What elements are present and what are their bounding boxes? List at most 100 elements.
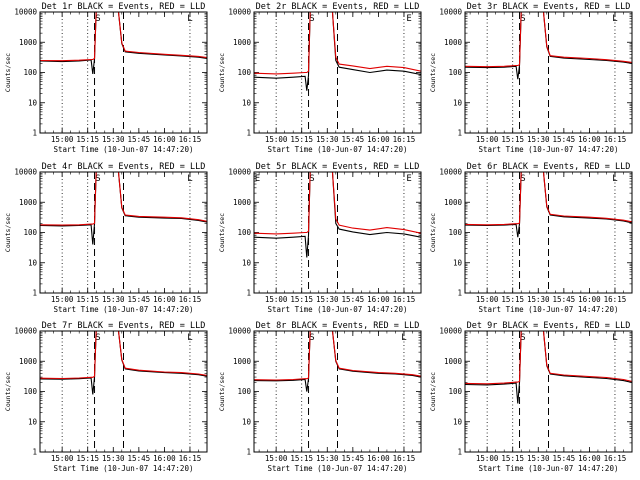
chart-panel-7: Det 7r BLACK = Events, RED = LLD Counts/s… (4, 321, 208, 473)
y-tick-label: 100 (448, 387, 462, 396)
series-line-events (465, 12, 632, 80)
series-line-lld (465, 12, 632, 68)
x-tick-label: 15:00 (476, 295, 499, 304)
y-axis-label: Counts/sec (218, 213, 226, 252)
y-axis-label: Counts/sec (218, 53, 226, 92)
y-tick-label: 10000 (14, 8, 37, 17)
x-tick-label: 16:15 (393, 295, 416, 304)
event-marker: S (309, 174, 314, 184)
x-tick-label: 16:15 (393, 454, 416, 463)
event-marker: S (95, 14, 100, 24)
plot-frame (464, 330, 633, 453)
y-tick-label: 1000 (19, 357, 38, 366)
event-marker: L (612, 333, 617, 343)
x-tick-label: 15:45 (342, 135, 365, 144)
plot-frame (39, 11, 208, 134)
event-marker: E (406, 14, 411, 24)
series-line-lld (40, 331, 207, 380)
y-tick-label: 100 (448, 228, 462, 237)
series-line-events (465, 172, 632, 238)
y-tick-label: 1000 (444, 198, 463, 207)
series-line-lld (40, 172, 207, 226)
x-tick-label: 15:00 (51, 135, 74, 144)
y-tick-label: 10000 (228, 327, 251, 336)
x-tick-label: 15:45 (553, 295, 576, 304)
y-tick-label: 10000 (14, 168, 37, 177)
x-tick-label: 16:15 (393, 135, 416, 144)
x-tick-label: 16:15 (179, 135, 202, 144)
y-tick-label: 1 (246, 129, 251, 138)
x-tick-label: 15:45 (128, 454, 151, 463)
x-tick-label: 15:45 (128, 295, 151, 304)
event-marker: L (612, 174, 617, 184)
x-tick-label: 15:15 (501, 454, 524, 463)
y-tick-label: 10 (242, 258, 252, 267)
y-axis-label: Counts/sec (4, 53, 12, 92)
x-axis-label: Start Time (10-Jun-07 14:47:20) (268, 145, 408, 154)
chart-title: Det 8r BLACK = Events, RED = LLD (256, 321, 420, 331)
x-tick-label: 15:00 (51, 454, 74, 463)
x-axis-label: Start Time (10-Jun-07 14:47:20) (54, 305, 194, 314)
series-line-events (465, 331, 632, 404)
y-tick-label: 10000 (228, 8, 251, 17)
x-tick-label: 15:30 (102, 295, 125, 304)
x-tick-label: 16:15 (179, 454, 202, 463)
y-tick-label: 10 (28, 98, 38, 107)
y-tick-label: 1 (32, 129, 37, 138)
series-line-events (40, 172, 207, 245)
x-tick-label: 15:15 (76, 295, 99, 304)
y-tick-label: 100 (23, 387, 37, 396)
event-marker: L (612, 14, 617, 24)
x-tick-label: 15:00 (51, 295, 74, 304)
chart-panel-9: Det 9r BLACK = Events, RED = LLD Counts/s… (429, 321, 633, 473)
x-axis-label: Start Time (10-Jun-07 14:47:20) (479, 145, 619, 154)
y-axis-label: Counts/sec (429, 213, 437, 252)
x-tick-label: 15:30 (102, 135, 125, 144)
y-tick-label: 1000 (444, 357, 463, 366)
series-line-lld (465, 172, 632, 226)
x-tick-label: 16:15 (604, 454, 627, 463)
y-tick-label: 100 (23, 68, 37, 77)
y-tick-label: 1 (457, 129, 462, 138)
chart-title: Det 6r BLACK = Events, RED = LLD (467, 162, 631, 172)
x-tick-label: 15:30 (102, 454, 125, 463)
y-axis-label: Counts/sec (4, 372, 12, 411)
x-tick-label: 15:00 (265, 135, 288, 144)
y-tick-label: 10 (453, 98, 463, 107)
chart-panel-5: Det 5r BLACK = Events, RED = LLD Counts/s… (218, 162, 422, 314)
event-marker: S (520, 14, 525, 24)
x-tick-label: 15:45 (128, 135, 151, 144)
chart-title: Det 5r BLACK = Events, RED = LLD (256, 162, 420, 172)
x-tick-label: 15:15 (501, 135, 524, 144)
x-axis-label: Start Time (10-Jun-07 14:47:20) (54, 145, 194, 154)
y-tick-label: 1000 (233, 38, 252, 47)
x-tick-label: 15:30 (316, 295, 339, 304)
x-tick-label: 16:00 (367, 454, 390, 463)
x-tick-label: 16:15 (604, 135, 627, 144)
x-tick-label: 15:15 (501, 295, 524, 304)
x-tick-label: 15:00 (476, 135, 499, 144)
x-tick-label: 15:15 (76, 454, 99, 463)
series-line-events (254, 331, 421, 392)
y-tick-label: 10 (28, 258, 38, 267)
x-axis-label: Start Time (10-Jun-07 14:47:20) (54, 464, 194, 473)
x-tick-label: 16:15 (179, 295, 202, 304)
chart-panel-3: Det 3r BLACK = Events, RED = LLD Counts/s… (429, 2, 633, 154)
series-line-lld (40, 12, 207, 62)
y-tick-label: 10000 (228, 168, 251, 177)
y-tick-label: 10 (28, 417, 38, 426)
event-marker: E (406, 174, 411, 184)
x-axis-label: Start Time (10-Jun-07 14:47:20) (479, 464, 619, 473)
y-tick-label: 100 (448, 68, 462, 77)
chart-title: Det 4r BLACK = Events, RED = LLD (42, 162, 206, 172)
y-axis-label: Counts/sec (4, 213, 12, 252)
x-axis-label: Start Time (10-Jun-07 14:47:20) (268, 305, 408, 314)
plot-frame (464, 171, 633, 294)
event-marker: E (255, 174, 260, 184)
x-tick-label: 16:00 (367, 135, 390, 144)
y-tick-label: 10000 (439, 168, 462, 177)
x-tick-label: 15:30 (316, 135, 339, 144)
x-tick-label: 15:30 (527, 454, 550, 463)
x-tick-label: 15:45 (553, 135, 576, 144)
